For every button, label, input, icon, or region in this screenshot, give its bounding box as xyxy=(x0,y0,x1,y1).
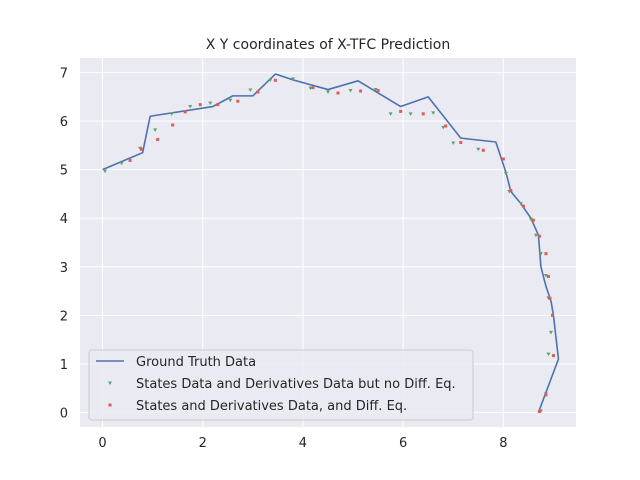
point-states-diff xyxy=(311,86,315,90)
point-states-diff xyxy=(509,189,513,193)
point-states-no-diff xyxy=(546,352,551,357)
point-states-diff xyxy=(544,252,548,256)
series-line-ground-truth xyxy=(102,73,560,413)
point-states-diff xyxy=(444,124,448,128)
point-states-diff xyxy=(521,204,525,208)
point-states-diff xyxy=(156,138,160,142)
point-states-diff xyxy=(236,99,240,103)
y-tick-label: 4 xyxy=(60,212,68,227)
point-states-diff xyxy=(537,409,541,413)
point-states-no-diff xyxy=(538,252,543,256)
point-states-no-diff xyxy=(431,111,436,115)
legend-swatch-states-no-diff xyxy=(108,381,112,385)
point-states-no-diff xyxy=(373,88,378,92)
point-states-no-diff xyxy=(103,169,108,174)
point-states-no-diff xyxy=(290,77,295,81)
point-states-diff xyxy=(256,90,260,94)
x-tick-label: 2 xyxy=(199,436,207,451)
x-tick-label: 8 xyxy=(499,436,507,451)
point-states-no-diff xyxy=(268,78,273,82)
point-states-diff xyxy=(399,109,403,113)
point-states-diff xyxy=(183,110,187,114)
point-states-no-diff xyxy=(548,330,553,335)
point-states-no-diff xyxy=(451,141,456,145)
point-states-no-diff xyxy=(476,147,481,152)
legend-label-ground-truth: Ground Truth Data xyxy=(136,355,256,370)
point-states-no-diff xyxy=(518,202,523,206)
point-states-no-diff xyxy=(348,89,353,93)
y-tick-label: 2 xyxy=(60,309,68,324)
legend: Ground Truth Data States Data and Deriva… xyxy=(88,349,474,421)
point-states-no-diff xyxy=(208,101,213,106)
x-tick-label: 4 xyxy=(299,436,307,451)
legend-label-states-diff: States and Derivatives Data, and Diff. E… xyxy=(136,399,407,414)
ticks-layer: 0 2 4 6 8 0 1 2 3 4 5 6 7 xyxy=(60,67,508,451)
point-states-diff xyxy=(459,140,463,144)
point-states-no-diff xyxy=(188,105,193,109)
point-states-diff xyxy=(501,157,505,161)
x-tick-label: 6 xyxy=(399,436,407,451)
point-states-no-diff xyxy=(408,112,413,116)
y-tick-label: 6 xyxy=(60,115,68,130)
point-states-diff xyxy=(531,218,535,222)
point-states-diff xyxy=(548,296,552,300)
point-states-no-diff xyxy=(503,172,508,176)
point-states-diff xyxy=(216,103,220,107)
point-states-no-diff xyxy=(441,125,446,130)
legend-label-states-no-diff: States Data and Derivatives Data but no … xyxy=(136,377,456,392)
y-tick-label: 3 xyxy=(60,261,68,276)
point-states-diff xyxy=(171,123,175,127)
point-states-diff xyxy=(546,274,550,278)
point-states-no-diff xyxy=(308,86,313,91)
chart-title: X Y coordinates of X-TFC Prediction xyxy=(206,37,450,53)
y-tick-label: 1 xyxy=(60,358,68,373)
point-states-no-diff xyxy=(388,112,393,116)
point-states-diff xyxy=(198,103,202,107)
point-states-diff xyxy=(544,393,548,397)
legend-box xyxy=(88,349,474,421)
point-states-diff xyxy=(359,89,363,93)
point-states-no-diff xyxy=(169,112,174,116)
point-states-diff xyxy=(140,147,144,151)
y-tick-label: 7 xyxy=(60,67,68,82)
point-states-diff xyxy=(551,354,555,358)
point-states-diff xyxy=(128,158,132,162)
series-layer xyxy=(102,73,560,413)
point-states-no-diff xyxy=(533,233,538,238)
legend-swatch-states-diff xyxy=(108,403,112,407)
point-states-diff xyxy=(421,112,425,116)
point-states-diff xyxy=(537,234,541,238)
point-states-no-diff xyxy=(228,98,233,103)
y-tick-label: 0 xyxy=(60,406,68,421)
point-states-no-diff xyxy=(248,88,253,93)
point-states-diff xyxy=(550,313,554,317)
point-states-diff xyxy=(481,148,485,152)
point-states-diff xyxy=(273,78,277,82)
point-states-no-diff xyxy=(528,217,533,222)
point-states-no-diff xyxy=(153,128,158,132)
grid-layer xyxy=(80,58,576,427)
x-tick-label: 0 xyxy=(98,436,106,451)
point-states-diff xyxy=(376,89,380,93)
y-tick-label: 5 xyxy=(60,164,68,179)
point-states-no-diff xyxy=(119,161,124,166)
point-states-diff xyxy=(336,91,340,95)
point-states-no-diff xyxy=(543,274,548,278)
point-states-no-diff xyxy=(138,146,143,151)
point-states-no-diff xyxy=(326,90,330,94)
